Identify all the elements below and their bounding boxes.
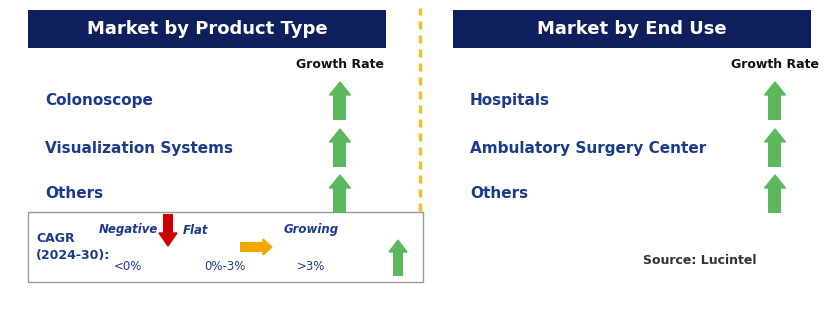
FancyBboxPatch shape xyxy=(28,10,386,48)
Polygon shape xyxy=(329,82,350,95)
FancyBboxPatch shape xyxy=(392,252,402,276)
Text: Ambulatory Surgery Center: Ambulatory Surgery Center xyxy=(469,141,705,156)
Text: <0%: <0% xyxy=(113,259,142,273)
Polygon shape xyxy=(763,129,785,142)
Text: >3%: >3% xyxy=(296,259,325,273)
FancyBboxPatch shape xyxy=(163,214,173,233)
Text: Others: Others xyxy=(45,186,103,201)
FancyBboxPatch shape xyxy=(333,188,346,213)
Text: Flat: Flat xyxy=(183,224,209,236)
FancyBboxPatch shape xyxy=(240,242,262,252)
Polygon shape xyxy=(763,82,785,95)
FancyBboxPatch shape xyxy=(333,95,346,120)
FancyBboxPatch shape xyxy=(452,10,810,48)
Text: Colonoscope: Colonoscope xyxy=(45,94,152,109)
FancyBboxPatch shape xyxy=(768,95,781,120)
Polygon shape xyxy=(763,175,785,188)
FancyBboxPatch shape xyxy=(333,142,346,167)
Polygon shape xyxy=(159,233,177,246)
FancyBboxPatch shape xyxy=(28,212,422,282)
Text: 0%-3%: 0%-3% xyxy=(204,259,245,273)
Polygon shape xyxy=(388,240,407,252)
Text: Others: Others xyxy=(469,186,527,201)
FancyBboxPatch shape xyxy=(768,188,781,213)
Text: Source: Lucintel: Source: Lucintel xyxy=(643,255,756,268)
Text: Market by Product Type: Market by Product Type xyxy=(87,20,327,38)
Text: Growth Rate: Growth Rate xyxy=(730,57,818,70)
Text: Visualization Systems: Visualization Systems xyxy=(45,141,233,156)
Text: Hospitals: Hospitals xyxy=(469,94,549,109)
Text: Market by End Use: Market by End Use xyxy=(537,20,726,38)
Polygon shape xyxy=(329,175,350,188)
Text: Growing: Growing xyxy=(283,224,338,236)
Text: CAGR
(2024-30):: CAGR (2024-30): xyxy=(36,231,110,262)
Polygon shape xyxy=(262,239,272,255)
Text: Growth Rate: Growth Rate xyxy=(296,57,383,70)
FancyBboxPatch shape xyxy=(768,142,781,167)
Polygon shape xyxy=(329,129,350,142)
Text: Negative: Negative xyxy=(99,224,157,236)
